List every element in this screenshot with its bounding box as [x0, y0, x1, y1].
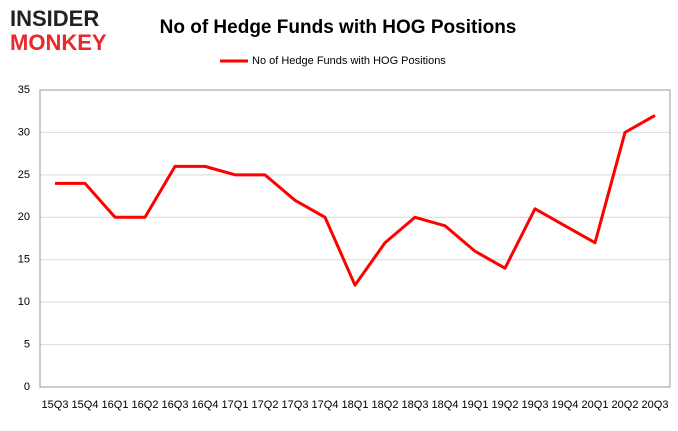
logo-bottom: MONKEY — [10, 30, 107, 55]
x-tick-label: 17Q2 — [252, 399, 279, 411]
y-tick-label: 30 — [18, 126, 30, 138]
x-tick-label: 17Q3 — [282, 399, 309, 411]
x-tick-label: 16Q3 — [162, 399, 189, 411]
x-tick-label: 20Q3 — [642, 399, 669, 411]
x-tick-label: 19Q2 — [492, 399, 519, 411]
x-tick-label: 18Q4 — [432, 399, 459, 411]
x-tick-label: 20Q1 — [582, 399, 609, 411]
legend-label: No of Hedge Funds with HOG Positions — [252, 55, 446, 67]
x-tick-label: 20Q2 — [612, 399, 639, 411]
x-tick-label: 15Q4 — [72, 399, 99, 411]
x-tick-label: 16Q2 — [132, 399, 159, 411]
y-tick-label: 0 — [24, 381, 30, 393]
x-tick-label: 17Q1 — [222, 399, 249, 411]
x-tick-label: 16Q4 — [192, 399, 219, 411]
x-tick-label: 19Q4 — [552, 399, 579, 411]
chart-title: No of Hedge Funds with HOG Positions — [160, 17, 517, 38]
x-tick-label: 15Q3 — [42, 399, 69, 411]
x-tick-label: 18Q2 — [372, 399, 399, 411]
plot-border — [39, 89, 671, 388]
x-tick-label: 18Q1 — [342, 399, 369, 411]
y-tick-label: 35 — [18, 84, 30, 96]
logo-top: INSIDER — [10, 6, 99, 31]
y-tick-label: 10 — [18, 296, 30, 308]
y-tick-label: 20 — [18, 211, 30, 223]
x-tick-label: 19Q1 — [462, 399, 489, 411]
x-tick-label: 18Q3 — [402, 399, 429, 411]
line-series — [55, 114, 656, 287]
y-tick-label: 25 — [18, 169, 30, 181]
x-tick-label: 19Q3 — [522, 399, 549, 411]
x-tick-label: 17Q4 — [312, 399, 339, 411]
y-tick-label: 15 — [18, 254, 30, 266]
x-tick-label: 16Q1 — [102, 399, 129, 411]
y-tick-label: 5 — [24, 338, 30, 350]
